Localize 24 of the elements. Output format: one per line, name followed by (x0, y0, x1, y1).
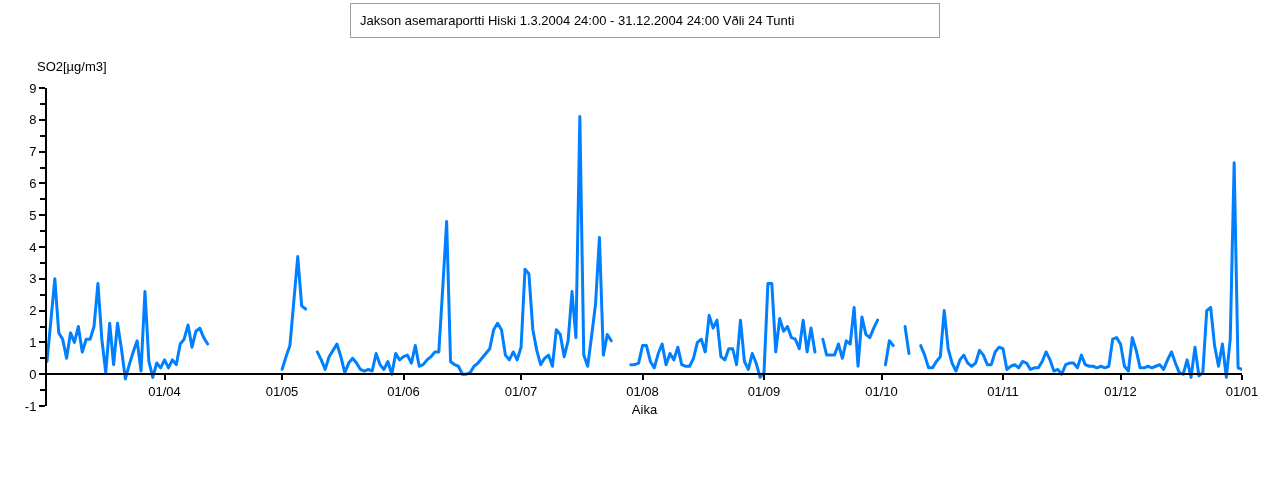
y-tick-label: 5 (29, 207, 37, 223)
y-tick-label: 3 (29, 271, 37, 287)
y-tick-label: -1 (24, 398, 37, 414)
x-tick-label: 01/06 (387, 383, 420, 399)
y-tick-label: 6 (29, 175, 37, 191)
y-tick-label: 8 (29, 112, 37, 128)
chart-title: Jakson asemaraportti Hiski 1.3.2004 24:00 - 31.12.2004 24:00 Vðli 24 Tunti (360, 13, 795, 28)
y-tick-label: 0 (29, 366, 37, 382)
y-tick-label: 9 (29, 80, 37, 96)
x-axis-title: Aika (631, 401, 658, 417)
x-tick-label: 01/08 (626, 383, 659, 399)
y-tick-label: 1 (29, 334, 37, 350)
x-tick-label: 01/12 (1104, 383, 1137, 399)
y-tick-label: 7 (29, 144, 37, 160)
x-tick-label: 01/07 (504, 383, 538, 399)
x-tick-label: 01/10 (865, 383, 898, 399)
x-tick-label: 01/05 (265, 383, 299, 399)
y-axis-title: SO2[µg/m3] (37, 59, 107, 74)
x-tick-label: 01/04 (148, 383, 181, 399)
x-tick-label: 01/11 (987, 383, 1019, 399)
y-tick-label: 2 (29, 303, 37, 319)
x-tick-label: 01/01 (1225, 383, 1259, 399)
x-tick-label: 01/09 (747, 383, 781, 399)
y-tick-label: 4 (29, 239, 37, 255)
